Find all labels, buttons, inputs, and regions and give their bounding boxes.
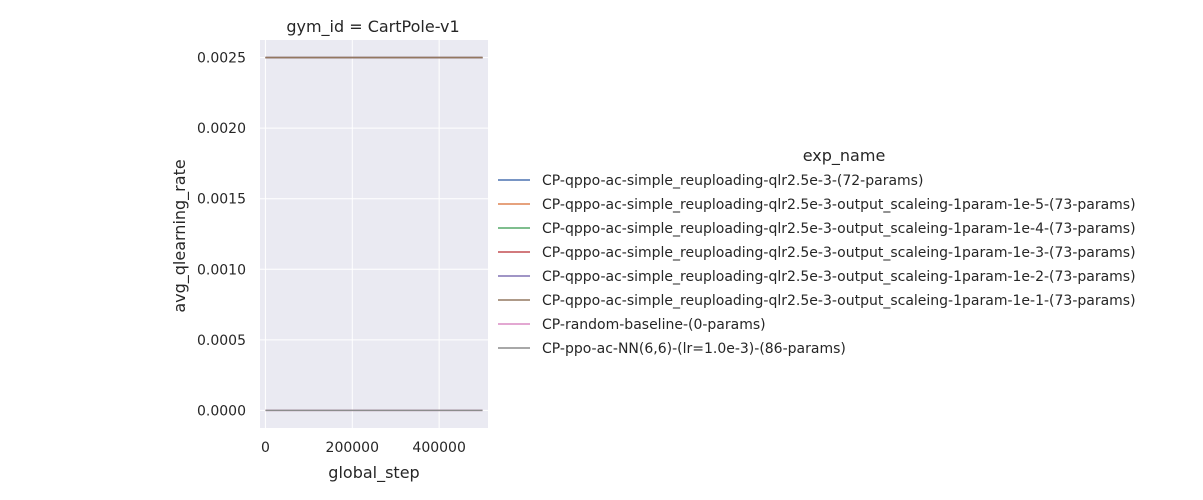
legend-label: CP-random-baseline-(0-params) [542, 317, 766, 333]
x-axis-label: global_step [328, 463, 419, 483]
y-tick-label: 0.0015 [197, 192, 246, 208]
y-tick-label: 0.0000 [197, 403, 246, 419]
legend-label: CP-qppo-ac-simple_reuploading-qlr2.5e-3-… [542, 269, 1136, 285]
legend-title: exp_name [803, 146, 886, 166]
y-axis-label: avg_qlearning_rate [170, 159, 190, 312]
series-lines [265, 56, 483, 412]
y-tick-label: 0.0020 [197, 121, 246, 137]
y-tick-label: 0.0010 [197, 262, 246, 278]
legend-label: CP-qppo-ac-simple_reuploading-qlr2.5e-3-… [542, 293, 1136, 309]
legend-label: CP-qppo-ac-simple_reuploading-qlr2.5e-3-… [542, 197, 1136, 213]
y-tick-labels: 0.0000 0.0005 0.0010 0.0015 0.0020 0.0025 [197, 51, 246, 420]
x-tick-labels: 0 200000 400000 [261, 440, 466, 456]
x-tick-label: 200000 [326, 440, 379, 456]
y-tick-label: 0.0005 [197, 333, 246, 349]
chart-title: gym_id = CartPole-v1 [286, 17, 459, 37]
x-tick-label: 400000 [412, 440, 465, 456]
y-tick-label: 0.0025 [197, 51, 246, 67]
legend: exp_name CP-qppo-ac-simple_reuploading-q… [498, 146, 1136, 357]
legend-label: CP-qppo-ac-simple_reuploading-qlr2.5e-3-… [542, 245, 1136, 261]
x-tick-label: 0 [261, 440, 270, 456]
legend-label: CP-qppo-ac-simple_reuploading-qlr2.5e-3-… [542, 173, 923, 189]
legend-items: CP-qppo-ac-simple_reuploading-qlr2.5e-3-… [498, 173, 1136, 357]
legend-label: CP-ppo-ac-NN(6,6)-(lr=1.0e-3)-(86-params… [542, 341, 846, 357]
legend-label: CP-qppo-ac-simple_reuploading-qlr2.5e-3-… [542, 221, 1136, 237]
plot-area [260, 40, 488, 428]
